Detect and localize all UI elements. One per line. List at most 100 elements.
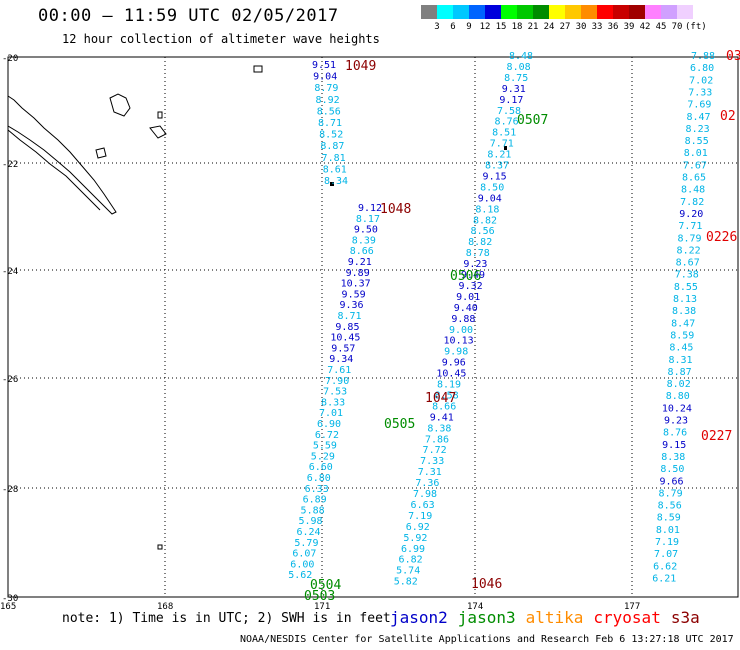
track-time-label: 0505 [384,417,415,432]
lon-label: 168 [157,602,173,612]
page-title: 00:00 – 11:59 UTC 02/05/2017 [38,6,339,26]
wave-height-value: 6.82 [399,555,423,566]
lon-label: 174 [467,602,483,612]
wave-height-value: 8.82 [468,237,492,248]
wave-height-value: 9.20 [679,209,703,220]
wave-height-value: 9.57 [331,343,355,354]
wave-height-value: 8.23 [686,124,710,135]
wave-height-value: 6.21 [652,573,676,584]
wave-height-value: 6.92 [406,522,430,533]
wave-height-value: 5.59 [313,441,337,452]
wave-height-value: 8.66 [432,401,456,412]
wave-height-value: 6.72 [315,430,339,441]
track-time-label: 0504 [310,578,341,593]
wave-height-value: 9.98 [444,347,468,358]
legend-label: 24 [543,22,555,32]
wave-height-value: 7.19 [408,511,432,522]
wave-height-value: 8.22 [677,245,701,256]
wave-height-value: 8.38 [427,423,451,434]
wave-height-value: 8.71 [337,311,361,322]
wave-height-value: 5.79 [294,538,318,549]
legend-label: 27 [559,22,571,32]
legend-swatch [581,5,597,19]
wave-height-value: 8.55 [685,136,709,147]
wave-height-value: 7.72 [423,445,447,456]
satellite-legend-jason3: jason3 [457,608,516,627]
wave-height-value: 7.90 [325,376,349,387]
wave-height-value: 5.74 [396,566,420,577]
wave-height-value: 8.33 [321,397,345,408]
wave-height-value: 7.02 [689,75,713,86]
wave-height-value: 9.17 [499,95,523,106]
wave-height-value: 10.45 [330,333,360,344]
wave-height-value: 8.38 [661,452,685,463]
legend-swatch [549,5,565,19]
legend-label: 39 [623,22,635,32]
track-time-label: 0227 [701,429,732,444]
coastline [7,65,507,550]
satellite-legend-jason2: jason2 [390,608,448,627]
lon-label: 165 [0,602,16,612]
wave-height-value: 8.48 [681,185,705,196]
track-1048: 9.128.179.508.398.669.219.8910.379.599.3… [288,203,382,581]
wave-height-value: 9.00 [449,325,473,336]
wave-height-value: 9.66 [659,476,683,487]
legend-label: 3 [434,22,440,32]
lon-label: 177 [624,602,640,612]
wave-height-value: 5.92 [403,533,427,544]
wave-height-value: 8.56 [317,106,341,117]
legend-swatch [661,5,677,19]
wave-height-value: 8.92 [316,95,340,106]
wave-height-value: 8.65 [682,173,706,184]
wave-height-value: 7.82 [680,197,704,208]
wave-height-value: 8.48 [509,51,533,62]
wave-height-value: 8.50 [660,464,684,475]
color-legend: 3 6 9 12 15 18 21 24 27 30 33 36 39 42 45 70 (ft) [421,5,707,32]
wave-height-value: 5.62 [288,570,312,581]
wave-height-value: 7.86 [425,434,449,445]
wave-height-value: 10.37 [341,279,371,290]
legend-unit: (ft) [685,22,707,32]
wave-height-value: 8.51 [492,128,516,139]
wave-height-value: 8.45 [669,343,693,354]
wave-height-value: 8.39 [352,235,376,246]
wave-height-value: 8.82 [473,215,497,226]
wave-height-value: 6.24 [296,527,320,538]
wave-height-value: 7.71 [678,221,702,232]
wave-height-value: 7.58 [497,106,521,117]
legend-swatch [597,5,613,19]
wave-height-value: 5.29 [311,451,335,462]
lat-label: -26 [2,375,18,385]
wave-height-value: 8.67 [676,258,700,269]
legend-swatch [485,5,501,19]
wave-height-value: 9.50 [354,225,378,236]
lat-label: -28 [2,485,18,495]
wave-height-value: 8.76 [663,428,687,439]
wave-height-value: 8.66 [350,246,374,257]
wave-height-value: 6.99 [401,544,425,555]
wave-height-value: 8.80 [666,391,690,402]
satellite-tracks: 9.519.048.798.928.568.718.528.877.818.61… [288,51,715,588]
legend-swatches [421,5,693,19]
wave-height-value: 8.37 [485,161,509,172]
legend-swatch [469,5,485,19]
wave-height-value: 8.76 [495,117,519,128]
track-time-label: 1049 [345,59,376,74]
wave-height-value: 7.98 [413,489,437,500]
legend-label: 45 [655,22,667,32]
lat-label: -24 [2,267,18,277]
wave-height-value: 7.01 [319,408,343,419]
wave-height-value: 9.34 [329,354,353,365]
wave-height-value: 8.79 [677,233,701,244]
wave-height-value: 8.87 [668,367,692,378]
wave-height-value: 10.13 [444,336,474,347]
wave-height-value: 9.21 [348,257,372,268]
legend-swatch [613,5,629,19]
wave-height-value: 5.88 [301,505,325,516]
track-time-label: 1046 [471,577,502,592]
wave-height-value: 8.61 [323,164,347,175]
satellite-legend-s3a: s3a [670,608,700,627]
track-time-label: 1047 [425,391,456,406]
track-0227: 7.886.807.027.337.698.478.238.558.017.67… [652,51,715,584]
